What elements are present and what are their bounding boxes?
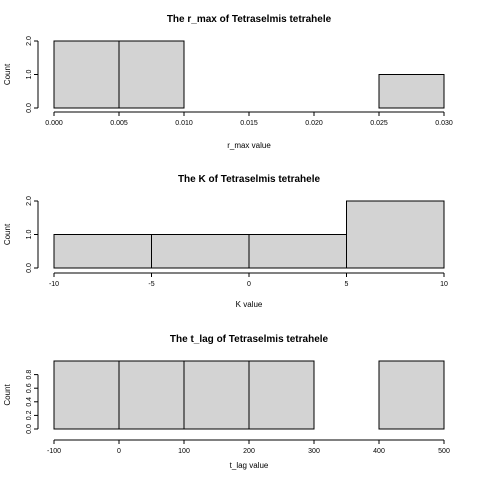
x-tick-label: 0.005 [110, 120, 128, 127]
y-tick-label: 0.6 [26, 383, 33, 393]
chart-title: The t_lag of Tetraselmis tetrahele [170, 334, 329, 345]
x-axis-label: K value [236, 300, 263, 309]
y-axis-label: Count [3, 223, 12, 245]
y-axis-label: Count [3, 63, 12, 85]
x-tick-label: -5 [148, 281, 154, 288]
y-tick-label: 0.2 [26, 410, 33, 420]
y-axis-label: Count [3, 384, 12, 406]
chart-title: The K of Tetraselmis tetrahele [178, 174, 321, 185]
y-tick-label: 0.0 [26, 103, 33, 113]
y-tick-label: 0.0 [26, 424, 33, 434]
y-tick-label: 2.0 [26, 36, 33, 46]
x-tick-label: -10 [49, 281, 59, 288]
x-tick-label: -100 [47, 448, 61, 455]
x-tick-label: 0 [117, 448, 121, 455]
histogram-bar [248, 360, 315, 430]
histogram-bar [378, 360, 445, 430]
x-tick-label: 0.010 [175, 120, 193, 127]
x-tick-label: 0.000 [45, 120, 63, 127]
x-tick-label: 400 [373, 448, 385, 455]
x-tick-label: 0 [247, 281, 251, 288]
histogram-bar [378, 74, 445, 109]
y-tick-label: 2.0 [26, 196, 33, 206]
x-tick-label: 0.015 [240, 120, 258, 127]
histogram-bar [151, 234, 250, 269]
x-tick-label: 100 [178, 448, 190, 455]
histogram-bar [183, 360, 250, 430]
panel-r-max: The r_max of Tetraselmis tetrahele r_max… [3, 14, 453, 150]
x-tick-label: 500 [438, 448, 450, 455]
x-axis-label: t_lag value [230, 461, 269, 470]
x-tick-label: 0.020 [305, 120, 323, 127]
x-tick-label: 0.025 [370, 120, 388, 127]
x-tick-label: 5 [345, 281, 349, 288]
histogram-bar [346, 200, 445, 269]
y-tick-label: 1.0 [26, 70, 33, 80]
x-axis-label: r_max value [227, 141, 271, 150]
histogram-bar [248, 234, 347, 269]
y-tick-label: 0.8 [26, 370, 33, 380]
histogram-bar [118, 40, 185, 109]
y-tick-label: 1.0 [26, 230, 33, 240]
x-tick-label: 10 [440, 281, 448, 288]
x-tick-label: 0.030 [435, 120, 453, 127]
chart-title: The r_max of Tetraselmis tetrahele [167, 14, 332, 25]
y-tick-label: 0.4 [26, 397, 33, 407]
panel-k: The K of Tetraselmis tetrahele K value C… [3, 174, 448, 309]
histogram-bar [118, 360, 185, 430]
histogram-bar [53, 40, 120, 109]
histogram-bar [53, 234, 152, 269]
y-tick-label: 0.0 [26, 263, 33, 273]
histogram-bar [53, 360, 120, 430]
x-tick-label: 300 [308, 448, 320, 455]
panel-t-lag: The t_lag of Tetraselmis tetrahele t_lag… [3, 334, 450, 470]
x-tick-label: 200 [243, 448, 255, 455]
